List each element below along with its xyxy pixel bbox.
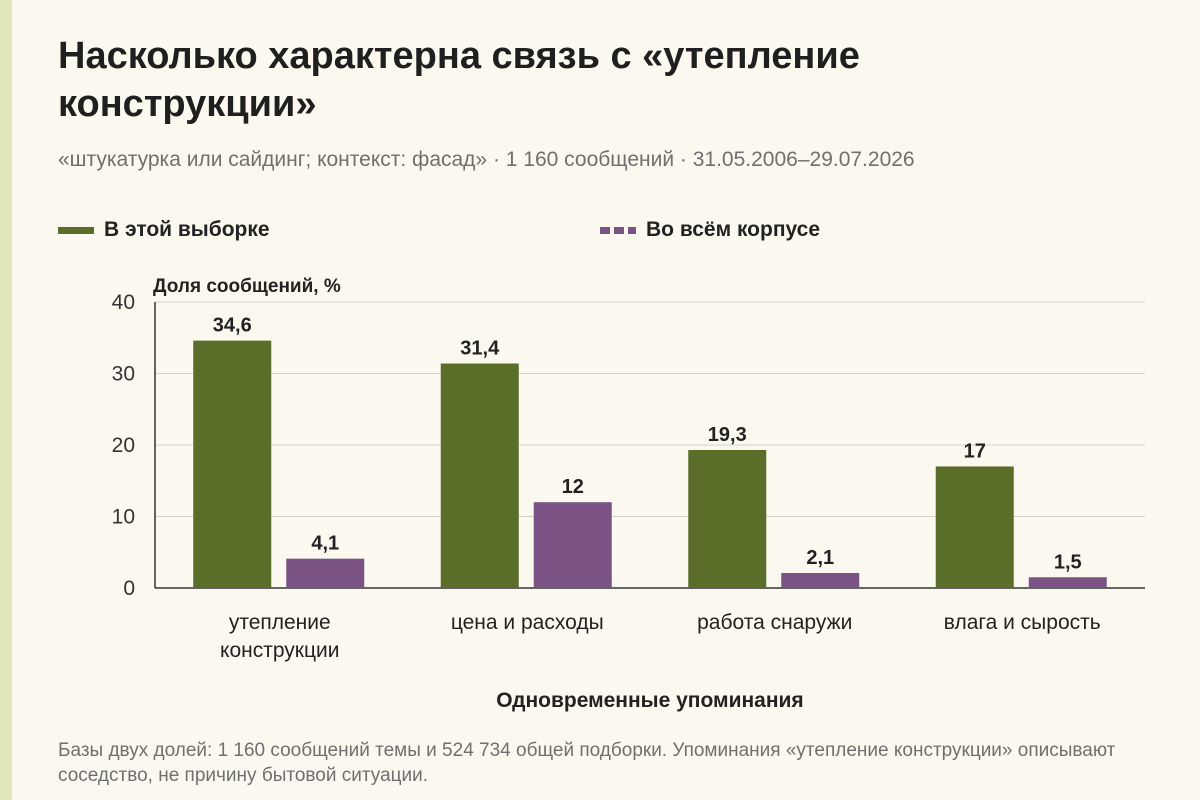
- x-tick-label: работа снаружи: [697, 611, 852, 634]
- y-tick-label: 40: [112, 291, 135, 314]
- chart-subtitle: «штукатурка или сайдинг; контекст: фасад…: [58, 148, 915, 171]
- x-tick-label: конструкции: [220, 639, 339, 662]
- bar-value-label: 31,4: [460, 337, 500, 359]
- chart-title: Насколько характерна связь с «утепление …: [58, 35, 860, 125]
- bar-value-label: 2,1: [806, 547, 834, 569]
- bar: [1028, 577, 1107, 588]
- bar-value-label: 34,6: [213, 315, 252, 337]
- y-tick-label: 0: [123, 577, 135, 600]
- bar: [688, 450, 767, 588]
- legend-item-sample: В этой выборке: [58, 218, 270, 242]
- y-tick-label: 10: [112, 506, 135, 529]
- chart-footnote: Базы двух долей: 1 160 сообщений темы и …: [58, 740, 1116, 786]
- y-tick-label: 20: [112, 434, 135, 457]
- y-axis-label: Доля сообщений, %: [153, 276, 341, 297]
- bar: [935, 466, 1014, 588]
- x-tick-label: цена и расходы: [451, 611, 604, 634]
- bar: [440, 363, 519, 588]
- bar: [286, 558, 365, 588]
- left-accent-strip: [0, 0, 12, 800]
- x-axis-label: Одновременные упоминания: [496, 689, 803, 712]
- bar-value-label: 1,5: [1054, 551, 1082, 573]
- legend-label-sample: В этой выборке: [104, 218, 270, 241]
- bar-value-label: 12: [562, 476, 584, 498]
- legend-label-corpus: Во всём корпусе: [646, 218, 821, 241]
- legend-swatch-sample: [58, 226, 94, 234]
- bar-value-label: 17: [964, 440, 986, 462]
- bar: [533, 502, 612, 588]
- bar-value-label: 4,1: [311, 533, 339, 555]
- x-tick-label: утепление: [229, 611, 331, 634]
- legend-swatch-corpus: [600, 226, 636, 234]
- legend-item-corpus: Во всём корпусе: [600, 218, 820, 242]
- bar: [781, 572, 860, 588]
- bar-value-label: 19,3: [708, 424, 747, 446]
- y-tick-label: 30: [112, 363, 135, 386]
- x-tick-label: влага и сырость: [944, 611, 1101, 634]
- bar: [193, 340, 272, 588]
